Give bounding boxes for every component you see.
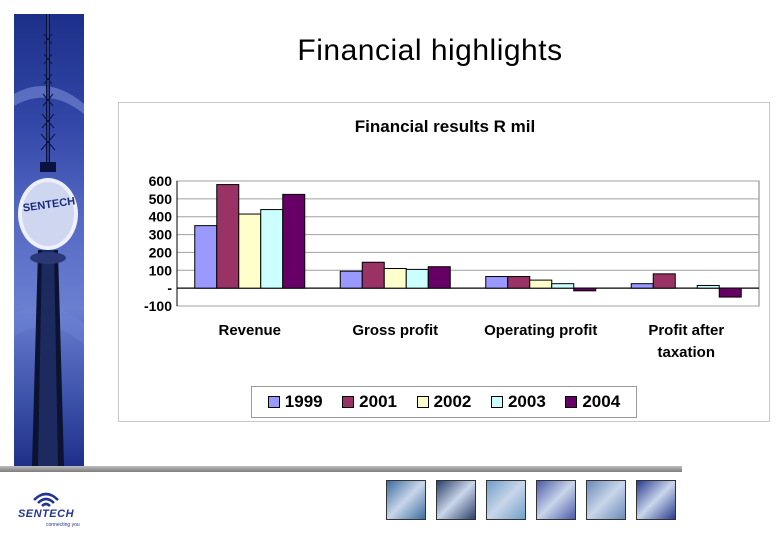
legend-swatch (490, 396, 503, 408)
category-label: Revenue (218, 322, 281, 339)
legend-label: 2002 (433, 392, 472, 411)
thumb-globe (636, 480, 676, 520)
legend: 1999 2001 2002 2003 2004 (251, 386, 637, 418)
bar-gross-profit-2001 (361, 261, 385, 289)
legend-swatch (267, 396, 280, 408)
y-tick-label: 500 (149, 191, 173, 207)
category-label: Gross profit (352, 322, 438, 339)
chart-frame: Financial results R mil 600 500 400 300 200 1… (118, 102, 770, 422)
tower-banner: SENTECH (14, 14, 84, 466)
category-labels: Revenue Gross profit Operating profit Profi… (218, 322, 724, 361)
y-tick-label: 100 (149, 262, 173, 278)
legend-swatch (416, 396, 429, 408)
bar-profit-after-taxation-1999 (630, 283, 654, 289)
bar-revenue-2004 (282, 193, 306, 289)
legend-item-2001: 2001 (342, 392, 397, 412)
bar-revenue-2002 (238, 213, 262, 289)
bar-revenue-1999 (194, 225, 218, 289)
legend-swatch (565, 396, 578, 408)
thumb-dish (586, 480, 626, 520)
bar-operating-profit-2001 (507, 276, 531, 289)
sentech-logo: SENTECH connecting you (6, 486, 86, 532)
bar-gross-profit-2002 (383, 268, 407, 289)
tower-image (14, 14, 84, 466)
legend-label: 1999 (284, 392, 323, 411)
thumb-tower (486, 480, 526, 520)
legend-swatch (342, 396, 355, 408)
bar-profit-after-taxation-2001 (652, 273, 676, 289)
bar-gross-profit-1999 (339, 270, 363, 289)
legend-item-1999: 1999 (267, 392, 323, 412)
bar-gross-profit-2004 (427, 266, 451, 289)
legend-label: 2001 (359, 392, 397, 411)
bar-revenue-2001 (216, 184, 240, 289)
legend-item-2004: 2004 (565, 392, 620, 412)
thumb-building (536, 480, 576, 520)
y-tick-label: 300 (149, 227, 173, 243)
y-tick-label: 600 (149, 173, 173, 189)
wifi-signal-icon (33, 492, 59, 507)
bar-revenue-2003 (260, 209, 284, 289)
category-label: Profit after taxation (648, 322, 724, 361)
y-tick-label: -100 (144, 298, 172, 314)
logo-tagline: connecting you (46, 522, 80, 528)
slide-title: Financial highlights (297, 34, 563, 67)
bar-operating-profit-2003 (551, 283, 575, 289)
bar-gross-profit-2003 (405, 268, 429, 289)
y-tick-label: - (167, 280, 172, 296)
thumbnail-strip (386, 480, 676, 522)
y-tick-label: 200 (149, 244, 173, 260)
logo-text: SENTECH (17, 508, 75, 520)
bar-operating-profit-1999 (485, 276, 509, 289)
y-tick-label: 400 (149, 209, 173, 225)
chart-title: Financial results R mil (355, 117, 535, 136)
legend-item-2002: 2002 (416, 392, 472, 412)
bottom-divider (0, 466, 682, 472)
thumb-device (436, 480, 476, 520)
legend-item-2003: 2003 (490, 392, 546, 412)
category-label: Operating profit (484, 322, 597, 339)
bar-operating-profit-2002 (529, 279, 553, 289)
legend-label: 2004 (582, 392, 621, 411)
bar-profit-after-taxation-2004 (718, 287, 742, 298)
legend-label: 2003 (507, 392, 546, 411)
bar-profit-after-taxation-2003 (696, 284, 720, 289)
bars (194, 184, 742, 298)
bar-operating-profit-2004 (573, 287, 597, 292)
thumb-equipment (386, 480, 426, 520)
